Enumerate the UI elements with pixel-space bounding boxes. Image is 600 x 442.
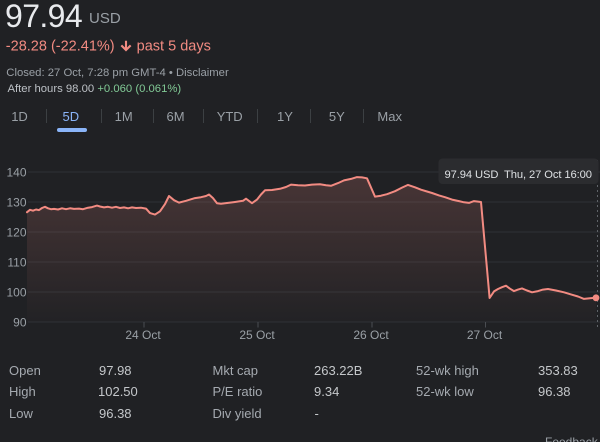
svg-text:100: 100 xyxy=(6,285,26,299)
svg-text:130: 130 xyxy=(6,195,26,209)
svg-text:110: 110 xyxy=(7,255,26,269)
svg-text:27 Oct: 27 Oct xyxy=(467,328,503,342)
svg-text:26 Oct: 26 Oct xyxy=(353,328,389,342)
svg-text:24 Oct: 24 Oct xyxy=(125,328,161,342)
svg-text:90: 90 xyxy=(13,315,27,329)
svg-text:120: 120 xyxy=(6,225,26,239)
svg-text:Thu, 27 Oct 16:00: Thu, 27 Oct 16:00 xyxy=(504,169,592,181)
svg-text:140: 140 xyxy=(6,165,26,179)
svg-text:97.94 USD: 97.94 USD xyxy=(445,169,499,181)
svg-text:25 Oct: 25 Oct xyxy=(239,328,275,342)
